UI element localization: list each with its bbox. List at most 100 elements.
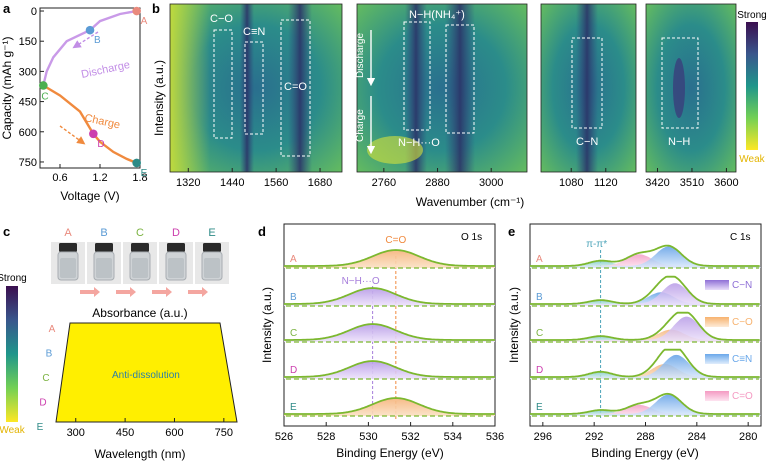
point-label-e: E: [141, 168, 148, 179]
heatmap-4-ticks: 3420 3510 3600: [645, 168, 739, 189]
absorbance-map: [55, 322, 238, 423]
colorbar-b-weak: Weak: [739, 154, 765, 165]
panel-d-xlabel: Binding Energy (eV): [336, 446, 443, 460]
row-label-c: C: [290, 328, 297, 339]
box-n-h-o: [445, 24, 475, 134]
row-label-c: C: [536, 328, 543, 339]
o1s-spectra: A B C D E: [284, 249, 495, 420]
panel-e-xticks: 296 292 288 284 280: [534, 422, 757, 443]
label-c-n-triple: C≡N: [243, 26, 265, 38]
heatmap-3: C−N 1080 1120: [540, 3, 637, 189]
panel-a: a 0 150 300 450 600 750 0.6 1.2 1.8 Capacity (m…: [0, 1, 148, 203]
label-n-h-o: N−H···O: [398, 137, 440, 149]
vial-label-a: A: [64, 227, 72, 239]
legend-swatch: [705, 391, 729, 401]
vial-label-d: D: [172, 227, 180, 239]
spectrum-envelope-b: [284, 287, 495, 305]
vial-cap: [167, 243, 185, 252]
row-label-a: A: [290, 254, 297, 265]
box-c-n: [571, 37, 603, 129]
spectrum-envelope-e: [284, 397, 495, 415]
vial-cap: [59, 243, 77, 252]
box-n-h: [661, 37, 699, 129]
spectrum-envelope-a: [530, 244, 760, 267]
xtick-label: 1080: [559, 177, 583, 189]
point-d: [89, 129, 98, 139]
row-label-a: A: [49, 324, 56, 335]
ytick-label: 150: [19, 36, 37, 48]
box-n-h-nh4: [403, 21, 431, 131]
vial-arrow: [188, 287, 208, 297]
spectrum-envelope-d: [530, 348, 760, 378]
row-label-b: B: [46, 349, 53, 360]
peak-c-o-label: C=O: [385, 235, 406, 246]
vial-label-b: B: [100, 227, 107, 239]
spectrum-fill-c: [284, 324, 495, 342]
panel-b-xlabel: Wavenumber (cm⁻¹): [416, 195, 525, 209]
vial-liquid: [96, 258, 112, 278]
legend-swatch: [705, 317, 729, 327]
label-c-n: C−N: [576, 136, 598, 148]
point-label-a: A: [141, 16, 148, 27]
spectrum-envelope-b: [530, 275, 760, 305]
label-c-o: C−O: [210, 13, 233, 25]
point-label-b: B: [94, 35, 101, 46]
map-discharge-label: Discharge: [355, 33, 366, 78]
discharge-curve: [42, 9, 137, 86]
colorbar-c-strong: Strong: [0, 273, 27, 284]
spectrum-envelope-d: [284, 360, 495, 378]
ytick-label: 0: [31, 6, 37, 18]
ytick-label: 300: [19, 66, 37, 78]
panel-c-letter: c: [3, 224, 10, 239]
vial-cap: [95, 243, 113, 252]
colorbar-b-strong: Strong: [737, 10, 766, 21]
xtick-label: 3000: [479, 177, 503, 189]
xtick-label: 750: [215, 427, 233, 439]
spectrum-envelope-c: [284, 323, 495, 341]
xtick-label: 288: [636, 431, 654, 443]
legend-swatch: [705, 280, 729, 290]
box-c-o-double: [280, 19, 311, 157]
c1s-spectra: A B C D E: [530, 244, 761, 420]
peak-n-h-o-label: N−H···O: [342, 276, 380, 287]
vial-label-e: E: [208, 227, 215, 239]
discharge-label: Discharge: [80, 59, 131, 81]
panel-a-letter: a: [3, 1, 11, 16]
colorbar-c: [6, 286, 18, 422]
absorbance-xlabel: Wavelength (nm): [95, 447, 186, 461]
xtick-label: 300: [67, 427, 85, 439]
xtick-label: 284: [688, 431, 706, 443]
absorbance-title: Absorbance (a.u.): [92, 306, 187, 320]
spectrum-fill-a: [284, 250, 495, 268]
vial-arrow: [152, 287, 172, 297]
label-c-o-double: C=O: [284, 81, 307, 93]
xtick-label: 536: [486, 431, 504, 443]
xtick-label: 526: [275, 431, 293, 443]
xtick-label: 2760: [372, 177, 396, 189]
colorbar-c-weak: Weak: [0, 425, 26, 436]
row-label-d: D: [536, 365, 543, 376]
xtick-label: 1320: [176, 177, 200, 189]
panel-a-yticks: 0 150 300 450 600 750: [19, 6, 44, 169]
panel-e-xlabel: Binding Energy (eV): [591, 446, 698, 460]
charge-arrow: [59, 125, 86, 145]
xtick-label: 600: [165, 427, 183, 439]
spectrum-fill-e: [284, 398, 495, 416]
xtick-label: 1120: [594, 177, 618, 189]
c1s-legend: C−N C−O C≡N C=O: [705, 280, 753, 402]
component-fill: [530, 246, 761, 268]
ytick-label: 750: [19, 157, 37, 169]
label-n-h-nh4: N−H(NH₄⁺): [409, 9, 465, 21]
xtick-label: 1.8: [132, 172, 147, 184]
vial-liquid: [204, 258, 220, 278]
vial-arrow: [80, 287, 100, 297]
component-fill: [530, 254, 761, 268]
row-label-a: A: [536, 254, 543, 265]
spectrum-envelope-a: [284, 249, 495, 267]
xtick-label: 280: [739, 431, 757, 443]
panel-e-title: C 1s: [730, 232, 751, 243]
xtick-label: 450: [116, 427, 134, 439]
xtick-label: 532: [401, 431, 419, 443]
xtick-label: 2880: [425, 177, 449, 189]
panel-b-letter: b: [152, 1, 160, 16]
